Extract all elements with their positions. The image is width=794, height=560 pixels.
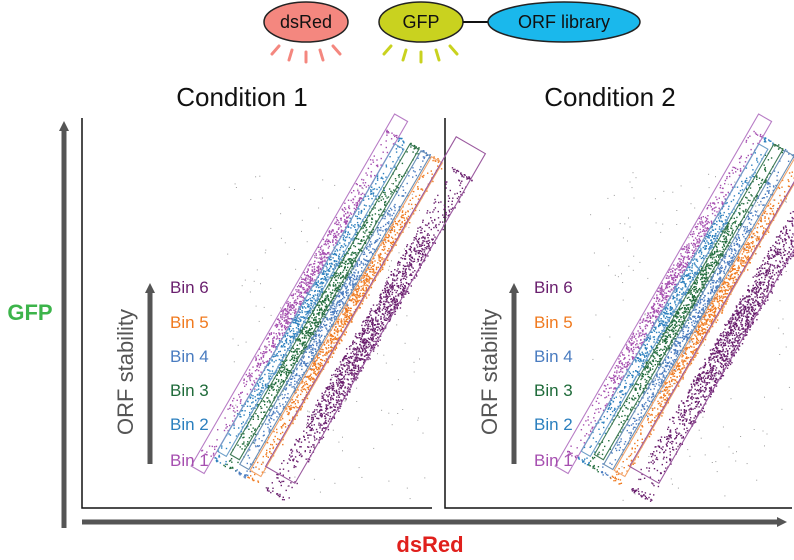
x-axis-label: dsRed — [396, 532, 463, 557]
panel-2-gates — [554, 113, 794, 485]
panel-title-2: Condition 2 — [544, 82, 676, 112]
panel-1-scatter-cloud — [201, 129, 473, 501]
construct-diagram: dsRed GFP ORF library — [263, 1, 641, 64]
panel-1-bin-2-label: Bin 2 — [170, 415, 209, 434]
panel-2-bin-4-label: Bin 4 — [534, 347, 573, 366]
orf-library-label: ORF library — [518, 12, 610, 32]
panel-1-stability-label: ORF stability — [113, 309, 138, 435]
panel-2-plot: ORF stability Bin 6 Bin 5 Bin 4 Bin 3 Bi… — [477, 113, 794, 502]
panel-1-gates — [190, 113, 487, 485]
panel-title-1: Condition 1 — [176, 82, 308, 112]
dsred-protein-ellipse — [263, 1, 349, 43]
panel-1-frame — [81, 118, 432, 509]
orf-library-ellipse — [487, 1, 641, 43]
panel-2-bin-6-label: Bin 6 — [534, 278, 573, 297]
panel-2-bin-labels: Bin 6 Bin 5 Bin 4 Bin 3 Bin 2 Bin 1 — [534, 278, 573, 470]
panel-2-stability-label: ORF stability — [477, 309, 502, 435]
panel-1-bin-5-label: Bin 5 — [170, 313, 209, 332]
panel-1-bin-3-label: Bin 3 — [170, 381, 209, 400]
panel-2-bin-1-label: Bin 1 — [534, 451, 573, 470]
y-axis-label: GFP — [7, 300, 52, 325]
gfp-glow-rays — [382, 44, 459, 64]
panel-2-bin-2-label: Bin 2 — [534, 415, 573, 434]
panel-2-frame — [444, 118, 792, 509]
gfp-label: GFP — [402, 12, 439, 32]
panel-1-plot: ORF stability Bin 6 Bin 5 Bin 4 Bin 3 Bi… — [113, 113, 487, 501]
panel-2-bin-5-label: Bin 5 — [534, 313, 573, 332]
panel-1-bin-1-label: Bin 1 — [170, 451, 209, 470]
panel-1-bin-4-label: Bin 4 — [170, 347, 209, 366]
panel-2-bin-3-label: Bin 3 — [534, 381, 573, 400]
panel-1-bin-6-label: Bin 6 — [170, 278, 209, 297]
dsred-label: dsRed — [280, 12, 332, 32]
dsred-glow-rays — [270, 44, 342, 64]
panel-1-bin-labels: Bin 6 Bin 5 Bin 4 Bin 3 Bin 2 Bin 1 — [170, 278, 209, 470]
